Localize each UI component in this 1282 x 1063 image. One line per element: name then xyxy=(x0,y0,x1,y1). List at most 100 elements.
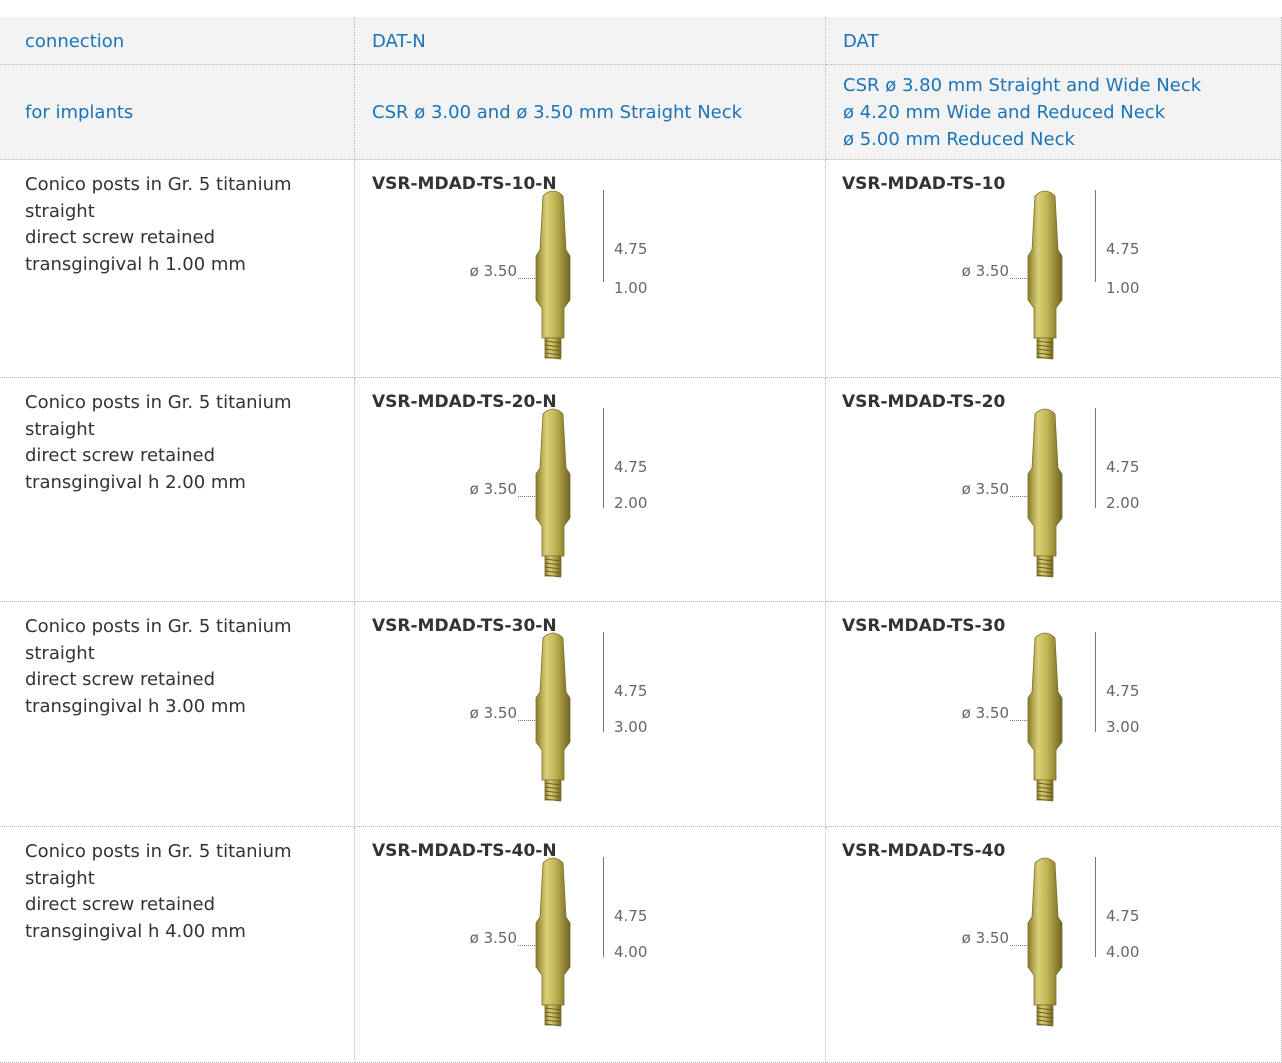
post-image xyxy=(533,855,573,1027)
dimension-line xyxy=(603,190,604,282)
product-table: connection DAT-N DAT for implants CSR ø 3.00… xyxy=(0,0,1282,1063)
product-cell: VSR-MDAD-TS-40-Nø 3.504.754.00 xyxy=(355,827,826,1063)
diameter-label: ø 3.50 xyxy=(470,929,517,947)
description-line: Conico posts in Gr. 5 titanium xyxy=(25,614,292,641)
product-cell: VSR-MDAD-TS-40 ø 3.50 4.75 4.00 xyxy=(826,827,1282,1063)
description-line: Conico posts in Gr. 5 titanium xyxy=(25,172,292,199)
description-line: straight xyxy=(25,417,95,444)
diameter-leader xyxy=(1010,496,1027,497)
post-image xyxy=(1025,855,1065,1027)
height-label: 4.75 xyxy=(614,240,647,258)
dimension-line xyxy=(603,408,604,508)
product-code: VSR-MDAD-TS-30 xyxy=(842,616,1005,636)
description-line: straight xyxy=(25,199,95,226)
product-code: VSR-MDAD-TS-40-N xyxy=(372,841,557,861)
height-label: 4.75 xyxy=(1106,907,1139,925)
collar-label: 4.00 xyxy=(1106,943,1139,961)
dimension-line xyxy=(1095,408,1096,508)
height-label: 4.75 xyxy=(1106,240,1139,258)
diameter-leader xyxy=(518,720,535,721)
diameter-label: ø 3.50 xyxy=(962,480,1009,498)
diameter-label: ø 3.50 xyxy=(470,704,517,722)
post-image xyxy=(533,630,573,802)
collar-label: 2.00 xyxy=(614,494,647,512)
product-code: VSR-MDAD-TS-30-N xyxy=(372,616,557,636)
header-text: CSR ø 3.80 mm Straight and Wide Neck xyxy=(843,72,1201,99)
header-text: CSR ø 3.00 and ø 3.50 mm Straight Neck xyxy=(372,99,742,126)
product-cell: VSR-MDAD-TS-30 ø 3.50 4.75 3.00 xyxy=(826,602,1282,827)
description-line: Conico posts in Gr. 5 titanium xyxy=(25,390,292,417)
diameter-label: ø 3.50 xyxy=(962,929,1009,947)
post-shape xyxy=(536,858,570,1005)
diameter-leader xyxy=(1010,945,1027,946)
diameter-leader xyxy=(518,496,535,497)
height-label: 4.75 xyxy=(1106,682,1139,700)
product-code: VSR-MDAD-TS-20-N xyxy=(372,392,557,412)
header-text: DAT xyxy=(843,28,878,55)
dimension-line xyxy=(1095,857,1096,957)
product-code: VSR-MDAD-TS-10 xyxy=(842,174,1005,194)
collar-label: 2.00 xyxy=(1106,494,1139,512)
post-shape xyxy=(536,409,570,556)
collar-label: 3.00 xyxy=(1106,718,1139,736)
diameter-leader xyxy=(518,278,535,279)
diameter-label: ø 3.50 xyxy=(470,480,517,498)
header-text: DAT-N xyxy=(372,28,426,55)
dimension-line xyxy=(603,632,604,732)
height-label: 4.75 xyxy=(1106,458,1139,476)
diameter-leader xyxy=(1010,278,1027,279)
post-shape xyxy=(1028,858,1062,1005)
description-line: transgingival h 3.00 mm xyxy=(25,694,246,721)
dimension-line xyxy=(1095,632,1096,732)
description-line: straight xyxy=(25,641,95,668)
product-code: VSR-MDAD-TS-40 xyxy=(842,841,1005,861)
product-cell: VSR-MDAD-TS-10 ø 3.50 4.75 1.00 xyxy=(826,160,1282,378)
diameter-leader xyxy=(1010,720,1027,721)
header-cell: DAT xyxy=(826,17,1282,65)
description-line: direct screw retained xyxy=(25,225,215,252)
collar-label: 1.00 xyxy=(614,279,647,297)
post-image xyxy=(1025,630,1065,802)
post-image xyxy=(533,188,573,360)
post-shape xyxy=(1028,409,1062,556)
post-shape xyxy=(536,191,570,338)
post-shape xyxy=(1028,633,1062,780)
description-line: direct screw retained xyxy=(25,443,215,470)
header-text: ø 4.20 mm Wide and Reduced Neck xyxy=(843,99,1165,126)
description-line: transgingival h 1.00 mm xyxy=(25,252,246,279)
product-cell: VSR-MDAD-TS-30-N ø 3.50 4.75 3.00 xyxy=(355,602,826,827)
header-text: for implants xyxy=(25,99,133,126)
height-label: 4.75 xyxy=(614,907,647,925)
header-cell: CSR ø 3.00 and ø 3.50 mm Straight Neck xyxy=(355,65,826,160)
header-cell: connection xyxy=(0,17,355,65)
collar-label: 1.00 xyxy=(1106,279,1139,297)
header-text: connection xyxy=(25,28,124,55)
diameter-label: ø 3.50 xyxy=(962,262,1009,280)
diameter-label: ø 3.50 xyxy=(962,704,1009,722)
header-cell: DAT-N xyxy=(355,17,826,65)
description-line: straight xyxy=(25,866,95,893)
height-label: 4.75 xyxy=(614,458,647,476)
description-line: transgingival h 4.00 mm xyxy=(25,919,246,946)
post-image xyxy=(533,406,573,578)
post-shape xyxy=(536,633,570,780)
dimension-line xyxy=(603,857,604,957)
post-image xyxy=(1025,406,1065,578)
height-label: 4.75 xyxy=(614,682,647,700)
diameter-leader xyxy=(518,945,535,946)
description-line: direct screw retained xyxy=(25,667,215,694)
description-line: transgingival h 2.00 mm xyxy=(25,470,246,497)
post-image xyxy=(1025,188,1065,360)
description-line: direct screw retained xyxy=(25,892,215,919)
header-cell: for implants xyxy=(0,65,355,160)
header-text: ø 5.00 mm Reduced Neck xyxy=(843,126,1075,153)
product-code: VSR-MDAD-TS-10-N xyxy=(372,174,557,194)
description-line: Conico posts in Gr. 5 titanium xyxy=(25,839,292,866)
collar-label: 3.00 xyxy=(614,718,647,736)
